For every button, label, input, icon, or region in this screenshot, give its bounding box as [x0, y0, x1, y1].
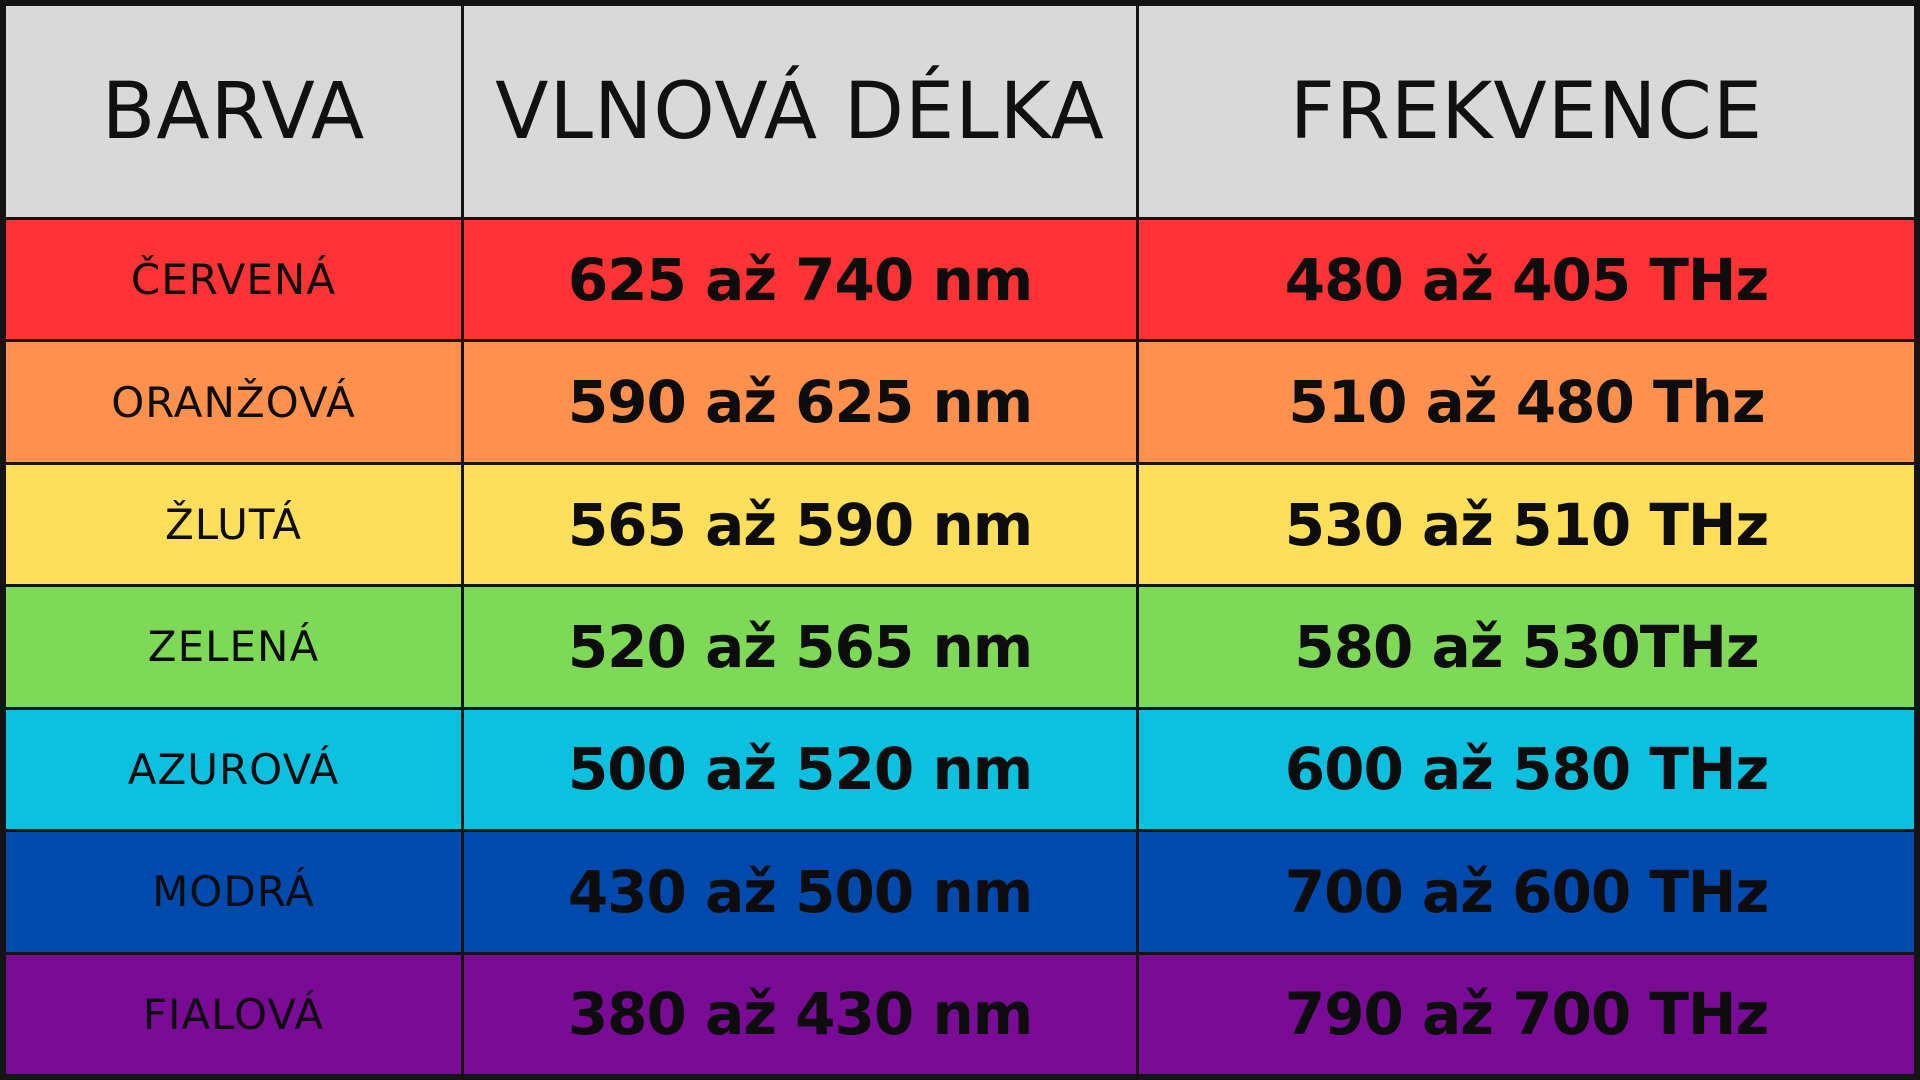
header-wavelength: VLNOVÁ DÉLKA: [464, 6, 1136, 217]
row-frequency: 510 až 480 Thz: [1139, 342, 1914, 462]
row-wavelength: 380 až 430 nm: [464, 954, 1136, 1074]
row-color-name: FIALOVÁ: [6, 954, 461, 1074]
row-wavelength: 565 až 590 nm: [464, 464, 1136, 585]
header-frequency: FREKVENCE: [1139, 6, 1914, 217]
row-frequency: 600 až 580 THz: [1139, 709, 1914, 830]
light-spectrum-table: BARVA VLNOVÁ DÉLKA FREKVENCE ČERVENÁ 625…: [3, 3, 1917, 1077]
row-frequency: 700 až 600 THz: [1139, 832, 1914, 952]
row-color-name: ORANŽOVÁ: [6, 342, 461, 462]
row-wavelength: 430 až 500 nm: [464, 832, 1136, 952]
table-row: ŽLUTÁ 565 až 590 nm 530 až 510 THz: [6, 464, 1914, 585]
row-color-name: ZELENÁ: [6, 587, 461, 707]
row-color-name: AZUROVÁ: [6, 709, 461, 830]
row-frequency: 580 až 530THz: [1139, 587, 1914, 707]
table-row: MODRÁ 430 až 500 nm 700 až 600 THz: [6, 832, 1914, 952]
table-row: FIALOVÁ 380 až 430 nm 790 až 700 THz: [6, 954, 1914, 1074]
row-color-name: ŽLUTÁ: [6, 464, 461, 585]
table-row: ORANŽOVÁ 590 až 625 nm 510 až 480 Thz: [6, 342, 1914, 462]
table-body: ČERVENÁ 625 až 740 nm 480 až 405 THz ORA…: [6, 220, 1914, 1074]
table-header: BARVA VLNOVÁ DÉLKA FREKVENCE: [6, 6, 1914, 217]
row-color-name: ČERVENÁ: [6, 220, 461, 340]
header-row: BARVA VLNOVÁ DÉLKA FREKVENCE: [6, 6, 1914, 217]
table-row: ČERVENÁ 625 až 740 nm 480 až 405 THz: [6, 220, 1914, 340]
row-wavelength: 590 až 625 nm: [464, 342, 1136, 462]
header-color: BARVA: [6, 6, 461, 217]
row-wavelength: 520 až 565 nm: [464, 587, 1136, 707]
row-wavelength: 500 až 520 nm: [464, 709, 1136, 830]
table-row: AZUROVÁ 500 až 520 nm 600 až 580 THz: [6, 709, 1914, 830]
row-frequency: 480 až 405 THz: [1139, 220, 1914, 340]
row-frequency: 530 až 510 THz: [1139, 464, 1914, 585]
row-wavelength: 625 až 740 nm: [464, 220, 1136, 340]
row-frequency: 790 až 700 THz: [1139, 954, 1914, 1074]
table-row: ZELENÁ 520 až 565 nm 580 až 530THz: [6, 587, 1914, 707]
row-color-name: MODRÁ: [6, 832, 461, 952]
